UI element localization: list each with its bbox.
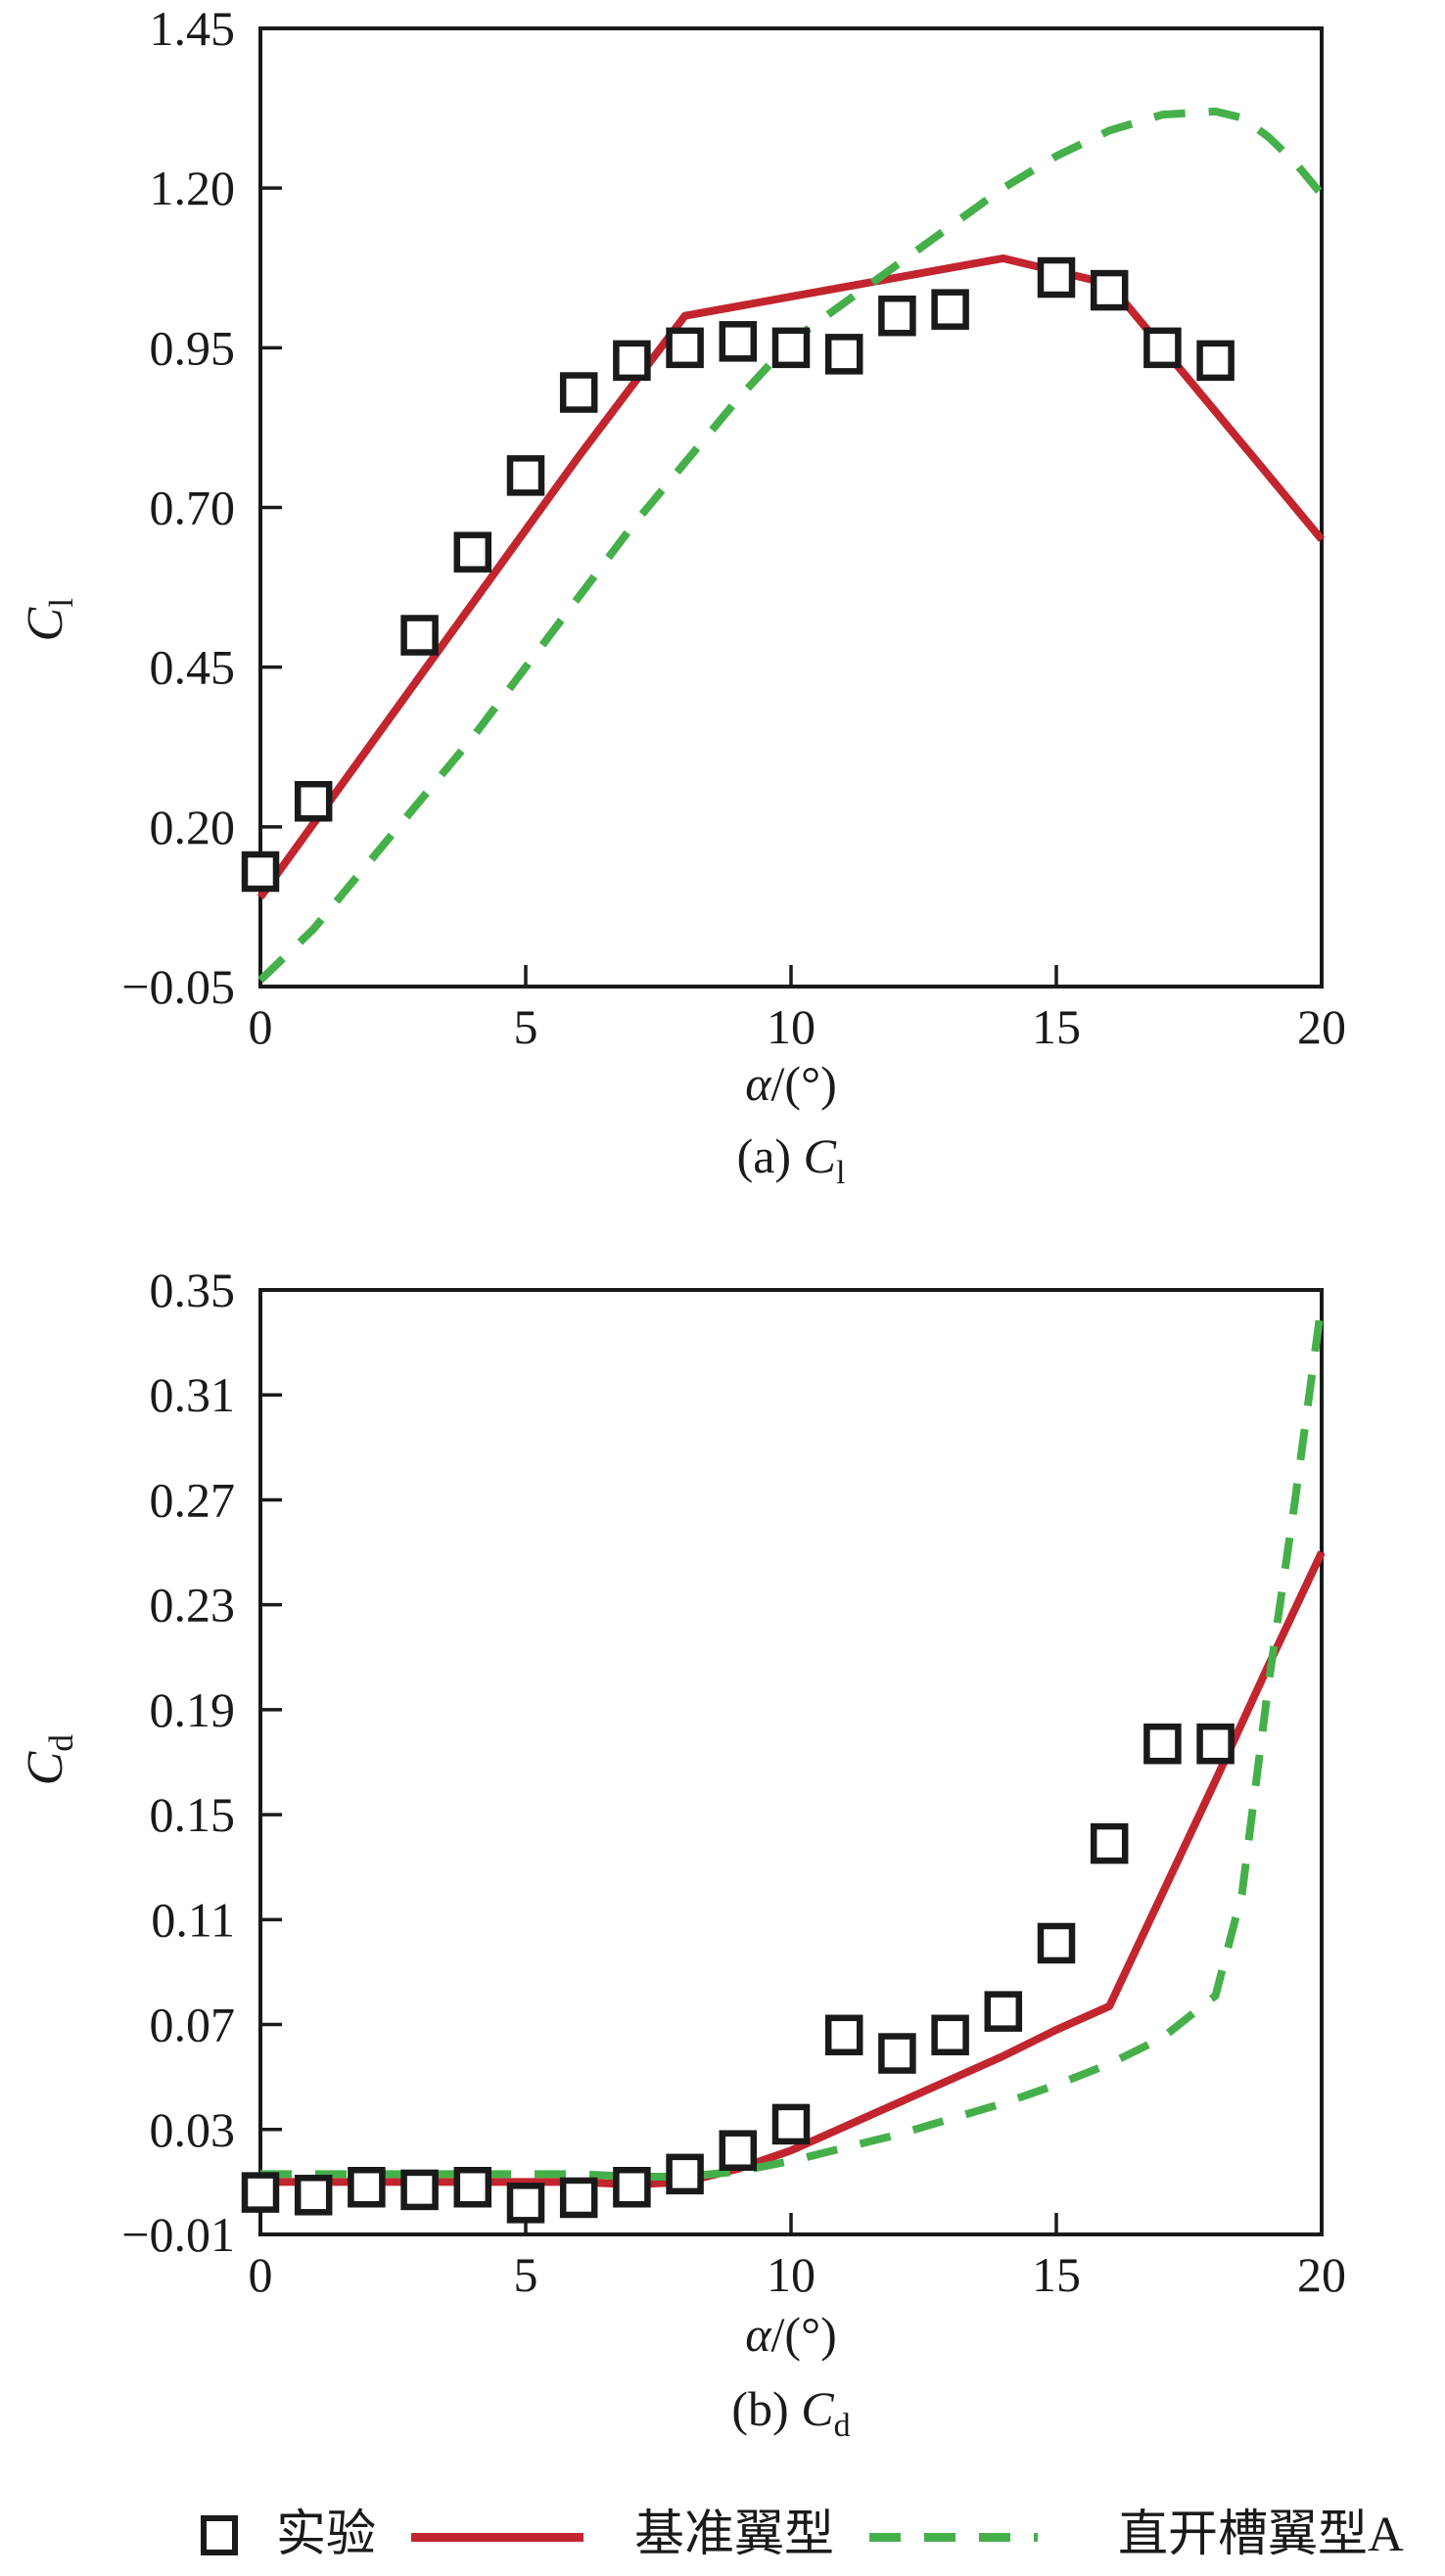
legend-label-slotted-airfoil-a: 直开槽翼型A [1118, 2507, 1404, 2562]
y-tick-label: 0.45 [150, 640, 236, 695]
cl-subscript: l [41, 597, 81, 608]
experiment-data-point [1143, 1723, 1182, 1765]
alpha-units: /(°) [770, 1056, 837, 1111]
experiment-data-point [294, 2175, 333, 2216]
x-tick-label: 0 [249, 999, 273, 1054]
slotted-airfoil-curve [260, 1302, 1326, 2182]
experiment-data-point [1037, 1922, 1076, 1964]
legend-label-baseline-airfoil: 基准翼型 [634, 2507, 835, 2562]
x-axis-label-top: α/(°) [595, 1055, 987, 1112]
experiment-data-point [771, 2103, 811, 2145]
legend-square-marker [201, 2515, 238, 2555]
drag-coefficient-chart: 0 5 10 15 20 −0.01 0.03 0.07 0.11 0.15 0.19 0.23 0.2… [121, 1263, 1346, 2302]
experiment-data-point [1196, 1723, 1235, 1765]
legend-solid-line-marker [411, 2533, 583, 2542]
experiment-data-point [294, 780, 333, 822]
x-tick-label: 0 [249, 2247, 273, 2302]
experiment-data-point [241, 851, 280, 893]
experiment-data-point [1196, 340, 1235, 382]
x-tick-label: 5 [514, 2247, 538, 2302]
cd-subscript: d [41, 1734, 81, 1752]
y-tick-label: 0.11 [151, 1892, 235, 1947]
x-tick-label: 10 [767, 999, 816, 1054]
y-axis-label-cd: Cd [17, 1696, 81, 1823]
legend-label-experiment: 实验 [276, 2507, 377, 2562]
alpha-symbol: α [745, 1056, 771, 1111]
x-tick-label: 10 [767, 2247, 816, 2302]
legend-dashed-line-marker [869, 2533, 1038, 2542]
x-tick-label: 15 [1032, 999, 1081, 1054]
experiment-data-point [666, 327, 704, 369]
experiment-data-point [400, 2169, 439, 2211]
y-tick-label: 0.23 [150, 1578, 236, 1633]
y-tick-label: −0.05 [121, 959, 235, 1014]
experiment-data-point [559, 372, 598, 413]
y-tick-label: 0.19 [150, 1682, 236, 1737]
experiment-data-point [1090, 269, 1129, 311]
experiment-data-point [400, 615, 439, 656]
y-tick-label: 0.07 [150, 1998, 236, 2052]
alpha-symbol: α [745, 2307, 771, 2362]
experiment-data-point [719, 321, 758, 362]
experiment-data-point [506, 2183, 545, 2224]
experiment-data-point [931, 289, 969, 330]
experiment-data-point [878, 2033, 916, 2074]
experiment-data-point [984, 1991, 1023, 2032]
experiment-data-point [241, 2172, 280, 2213]
y-tick-label: 0.20 [150, 800, 236, 854]
experiment-data-point [453, 531, 492, 573]
y-tick-label: 0.95 [150, 320, 236, 375]
y-tick-label: −0.01 [121, 2207, 235, 2262]
experiment-data-point [613, 2167, 651, 2208]
baseline-airfoil-curve [260, 1550, 1326, 2189]
y-tick-label: 0.31 [150, 1367, 236, 1422]
cl-symbol: C [17, 607, 73, 642]
y-axis-label-cl: Cl [17, 556, 81, 683]
experiment-data-point [771, 327, 811, 369]
caption-b-prefix: (b) [731, 2381, 802, 2436]
y-tick-label: 0.03 [150, 2102, 236, 2157]
subfigure-caption-b: (b) Cd [546, 2380, 1036, 2445]
baseline-airfoil-curve [256, 253, 1326, 899]
experiment-data-point [666, 2153, 704, 2195]
experiment-data-point [719, 2130, 758, 2171]
caption-b-symbol: C [801, 2381, 834, 2436]
caption-a-symbol: C [803, 1128, 836, 1183]
y-tick-label: 0.35 [150, 1263, 236, 1317]
y-tick-label: 0.15 [150, 1787, 236, 1842]
caption-a-subscript: l [835, 1155, 846, 1191]
experiment-data-point [824, 2014, 863, 2056]
experiment-data-point [613, 340, 651, 382]
y-tick-label: 0.27 [150, 1472, 236, 1527]
x-tick-label: 20 [1297, 2247, 1346, 2302]
experiment-data-point [559, 2177, 598, 2219]
experiment-data-point [506, 455, 545, 496]
x-axis-label-bottom: α/(°) [595, 2306, 987, 2363]
x-tick-label: 20 [1297, 999, 1346, 1054]
y-tick-label: 0.70 [150, 481, 236, 535]
y-tick-label: 1.45 [150, 1, 236, 56]
caption-a-prefix: (a) [736, 1128, 804, 1183]
subfigure-caption-a: (a) Cl [546, 1127, 1036, 1192]
cd-symbol: C [17, 1751, 73, 1786]
experiment-data-point [824, 334, 863, 375]
experiment-data-point [1037, 256, 1076, 299]
experiment-data-point [878, 295, 916, 337]
x-tick-label: 5 [514, 999, 538, 1054]
experiment-data-point [1090, 1822, 1129, 1864]
slotted-airfoil-curve [257, 107, 1326, 984]
y-tick-label: 1.20 [150, 161, 236, 215]
alpha-units: /(°) [770, 2307, 837, 2362]
caption-b-subscript: d [833, 2408, 851, 2444]
experiment-data-point [1143, 327, 1182, 369]
lift-coefficient-chart: 0 5 10 15 20 −0.05 0.20 0.45 0.70 0.95 1.20 1.45 [121, 1, 1346, 1054]
experiment-data-point [453, 2167, 492, 2208]
x-tick-label: 15 [1032, 2247, 1081, 2302]
legend: 实验 基准翼型 直开槽翼型A [0, 2498, 1445, 2576]
experiment-data-point [348, 2167, 386, 2208]
experiment-data-point [931, 2014, 969, 2056]
